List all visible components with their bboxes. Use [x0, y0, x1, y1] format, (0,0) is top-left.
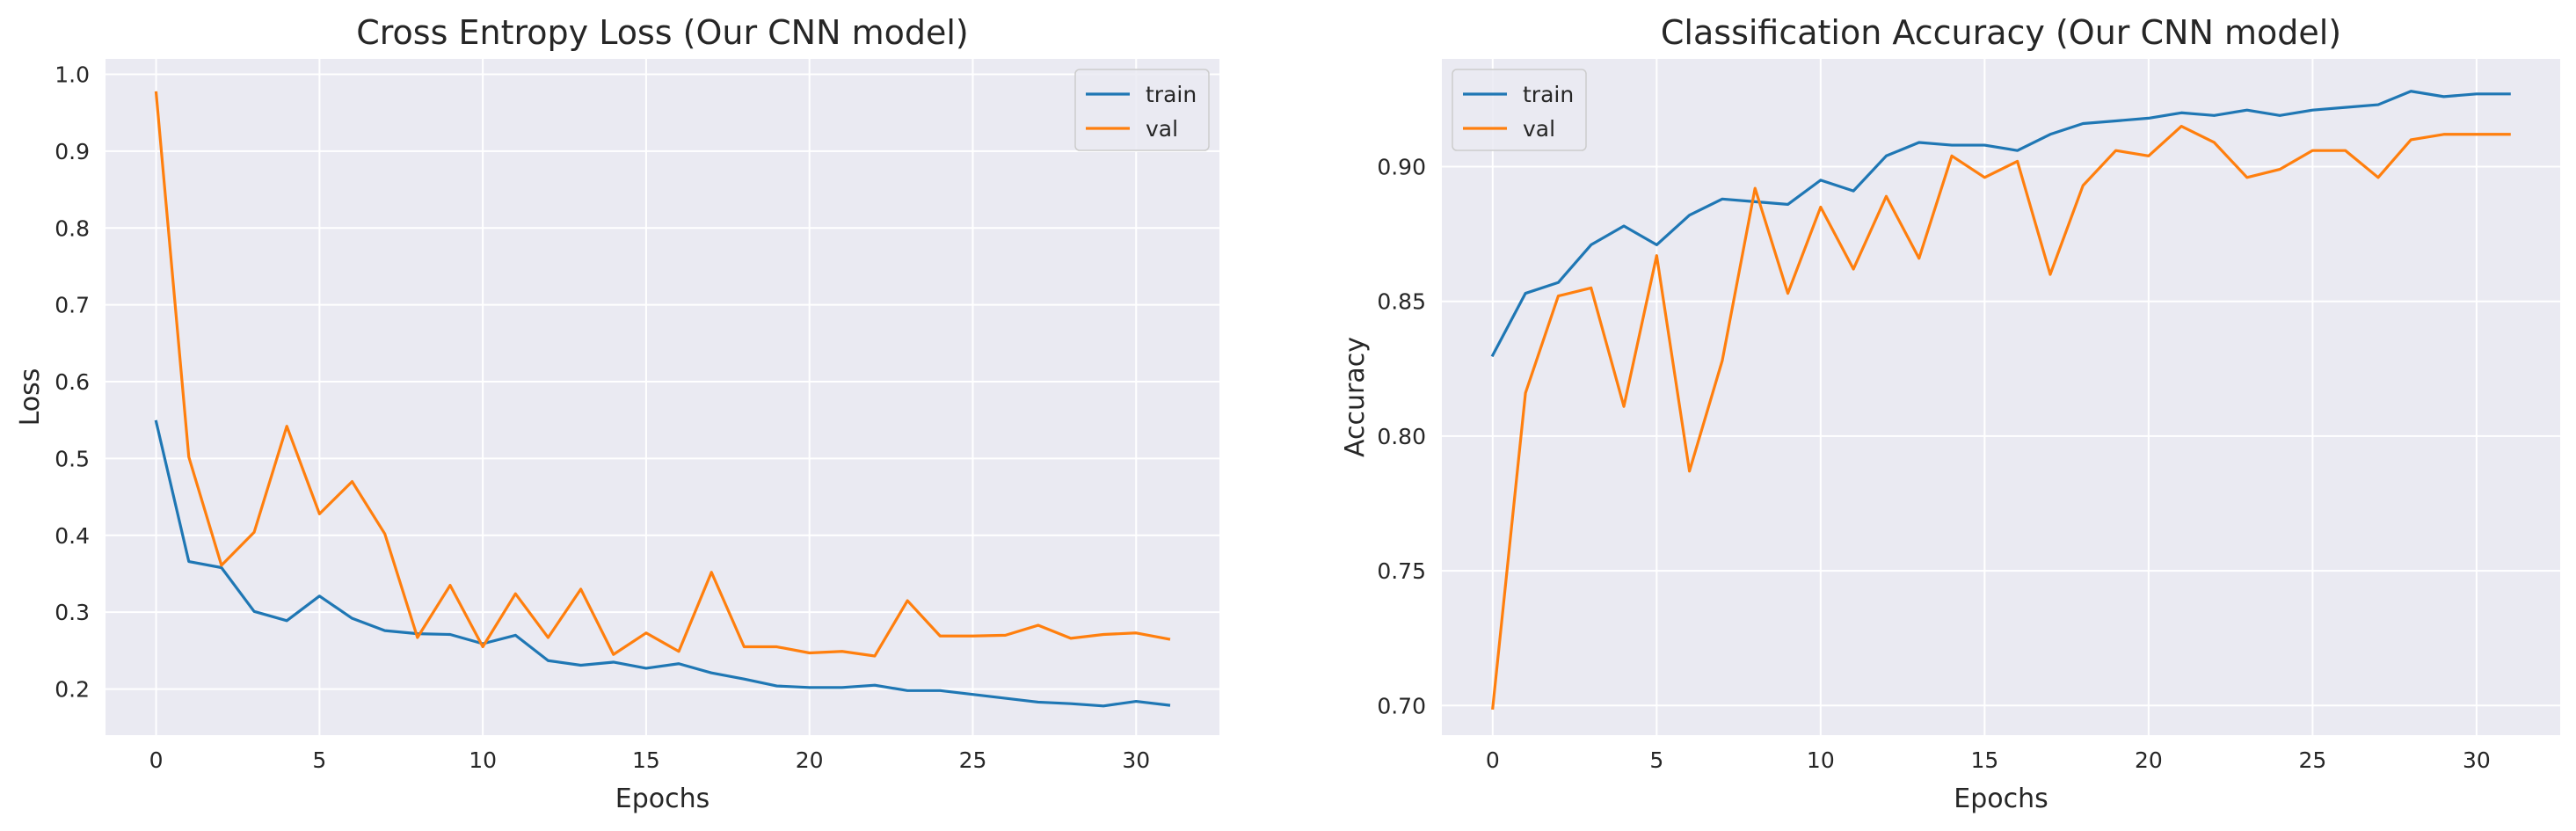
legend-label-train: train: [1523, 82, 1574, 107]
x-tick-label: 20: [2135, 747, 2163, 773]
x-tick-label: 25: [2298, 747, 2326, 773]
series-line-train: [154, 419, 1171, 708]
legend-label-val: val: [1523, 116, 1555, 142]
y-tick-label: 0.70: [1377, 693, 1426, 718]
series-line-train: [1490, 90, 2511, 358]
x-tick-label: 25: [959, 747, 987, 773]
y-tick-label: 0.9: [55, 139, 90, 164]
x-axis-label: Epochs: [615, 784, 710, 814]
y-tick-label: 0.90: [1377, 155, 1426, 180]
series-line-val: [154, 91, 1171, 658]
x-tick-label: 20: [796, 747, 824, 773]
x-axis-label: Epochs: [1954, 784, 2048, 814]
series-line-val: [1491, 124, 2511, 711]
x-tick-label: 5: [312, 747, 326, 773]
x-tick-label: 30: [1122, 747, 1150, 773]
y-tick-label: 0.85: [1377, 289, 1426, 315]
y-tick-label: 0.6: [55, 369, 90, 395]
y-tick-label: 0.2: [55, 677, 90, 703]
y-tick-label: 0.3: [55, 600, 90, 625]
x-tick-label: 15: [632, 747, 660, 773]
x-tick-label: 0: [149, 747, 164, 773]
x-tick-label: 10: [469, 747, 497, 773]
y-axis-label: Loss: [15, 368, 46, 426]
x-tick-label: 15: [1970, 747, 1998, 773]
x-tick-label: 30: [2463, 747, 2491, 773]
legend: train val: [1452, 69, 1587, 151]
y-tick-label: 0.80: [1377, 424, 1426, 449]
y-tick-label: 0.7: [55, 293, 90, 318]
legend-box: [1074, 69, 1210, 151]
x-tick-label: 5: [1649, 747, 1663, 773]
y-tick-label: 0.4: [55, 523, 90, 549]
legend-label-train: train: [1146, 82, 1197, 107]
chart-title: Cross Entropy Loss (Our CNN model): [356, 13, 969, 52]
plot-area: [1442, 59, 2560, 735]
legend-label-val: val: [1146, 116, 1178, 142]
plot-area: [106, 59, 1219, 735]
x-tick-label: 0: [1486, 747, 1500, 773]
y-tick-label: 0.5: [55, 446, 90, 471]
y-axis-label: Accuracy: [1340, 337, 1371, 457]
chart-title: Classification Accuracy (Our CNN model): [1661, 13, 2341, 52]
legend: train val: [1074, 69, 1210, 151]
legend-box: [1452, 69, 1587, 151]
y-tick-label: 0.75: [1377, 558, 1426, 584]
x-tick-label: 10: [1807, 747, 1835, 773]
y-tick-label: 1.0: [55, 62, 90, 87]
y-tick-label: 0.8: [55, 215, 90, 241]
